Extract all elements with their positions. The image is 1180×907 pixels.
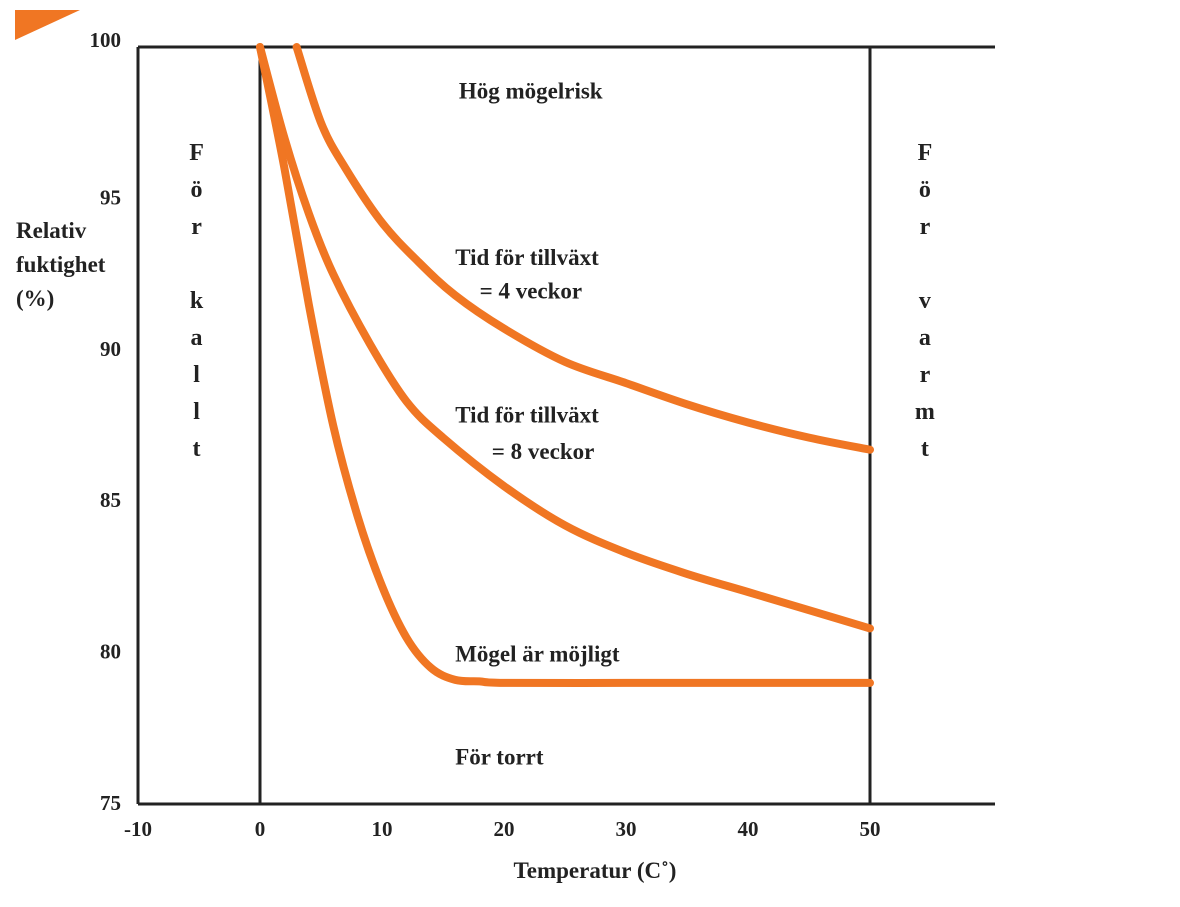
side-label-letter: a bbox=[919, 325, 931, 351]
annotation-label: Tid för tillväxt bbox=[455, 245, 599, 270]
side-label-letter: r bbox=[920, 362, 931, 388]
y-tick-label: 75 bbox=[100, 791, 121, 815]
side-label-letter: F bbox=[918, 140, 933, 166]
series-line-3 bbox=[256, 43, 874, 687]
x-tick-label: -10 bbox=[124, 817, 152, 841]
x-tick-label: 30 bbox=[616, 817, 637, 841]
x-tick-label: 50 bbox=[860, 817, 881, 841]
side-label-letter: t bbox=[921, 436, 929, 462]
y-tick-label: 100 bbox=[90, 28, 122, 52]
y-tick-label: 85 bbox=[100, 488, 121, 512]
y-axis-label-line: Relativ bbox=[16, 218, 87, 243]
y-axis-ticks: 75 80 85 90 95 100 bbox=[90, 28, 122, 815]
y-axis-label: Relativ fuktighet (%) bbox=[16, 218, 106, 311]
side-label-letter: t bbox=[193, 436, 201, 462]
y-axis-label-line: (%) bbox=[16, 286, 54, 311]
x-tick-label: 20 bbox=[494, 817, 515, 841]
annotations: Hög mögelrisk Tid för tillväxt = 4 veckor T… bbox=[455, 78, 620, 769]
side-label-letter: ö bbox=[191, 177, 203, 203]
y-tick-label: 90 bbox=[100, 337, 121, 361]
x-tick-label: 0 bbox=[255, 817, 266, 841]
series-line-2 bbox=[256, 43, 874, 633]
side-label-letter: l bbox=[193, 399, 200, 425]
series-group bbox=[256, 43, 874, 687]
side-label-letter: r bbox=[920, 214, 931, 240]
x-axis-ticks: -10 0 10 20 30 40 50 bbox=[124, 817, 881, 841]
x-tick-label: 10 bbox=[372, 817, 393, 841]
y-tick-label: 95 bbox=[100, 185, 121, 209]
side-label-letter: m bbox=[915, 399, 935, 425]
annotation-label: = 8 veckor bbox=[492, 439, 595, 464]
side-label-letter: a bbox=[191, 325, 203, 351]
corner-mark-icon bbox=[15, 10, 80, 40]
side-label-letter: k bbox=[190, 288, 204, 314]
y-axis-label-line: fuktighet bbox=[16, 252, 106, 277]
side-label-letter: r bbox=[191, 214, 202, 240]
annotation-label: Tid för tillväxt bbox=[455, 402, 599, 427]
x-axis-label: Temperatur (C˚) bbox=[514, 858, 677, 883]
side-label-letter: ö bbox=[919, 177, 931, 203]
annotation-label: För torrt bbox=[455, 745, 544, 770]
annotation-label: Mögel är möjligt bbox=[455, 642, 620, 667]
side-label-letter: l bbox=[193, 362, 200, 388]
x-tick-label: 40 bbox=[738, 817, 759, 841]
annotation-label: Hög mögelrisk bbox=[459, 78, 603, 103]
side-label-letter: F bbox=[189, 140, 204, 166]
annotation-label: = 4 veckor bbox=[480, 278, 583, 303]
side-label-letter: v bbox=[919, 288, 931, 314]
y-tick-label: 80 bbox=[100, 640, 121, 664]
series-line-1 bbox=[292, 43, 874, 454]
